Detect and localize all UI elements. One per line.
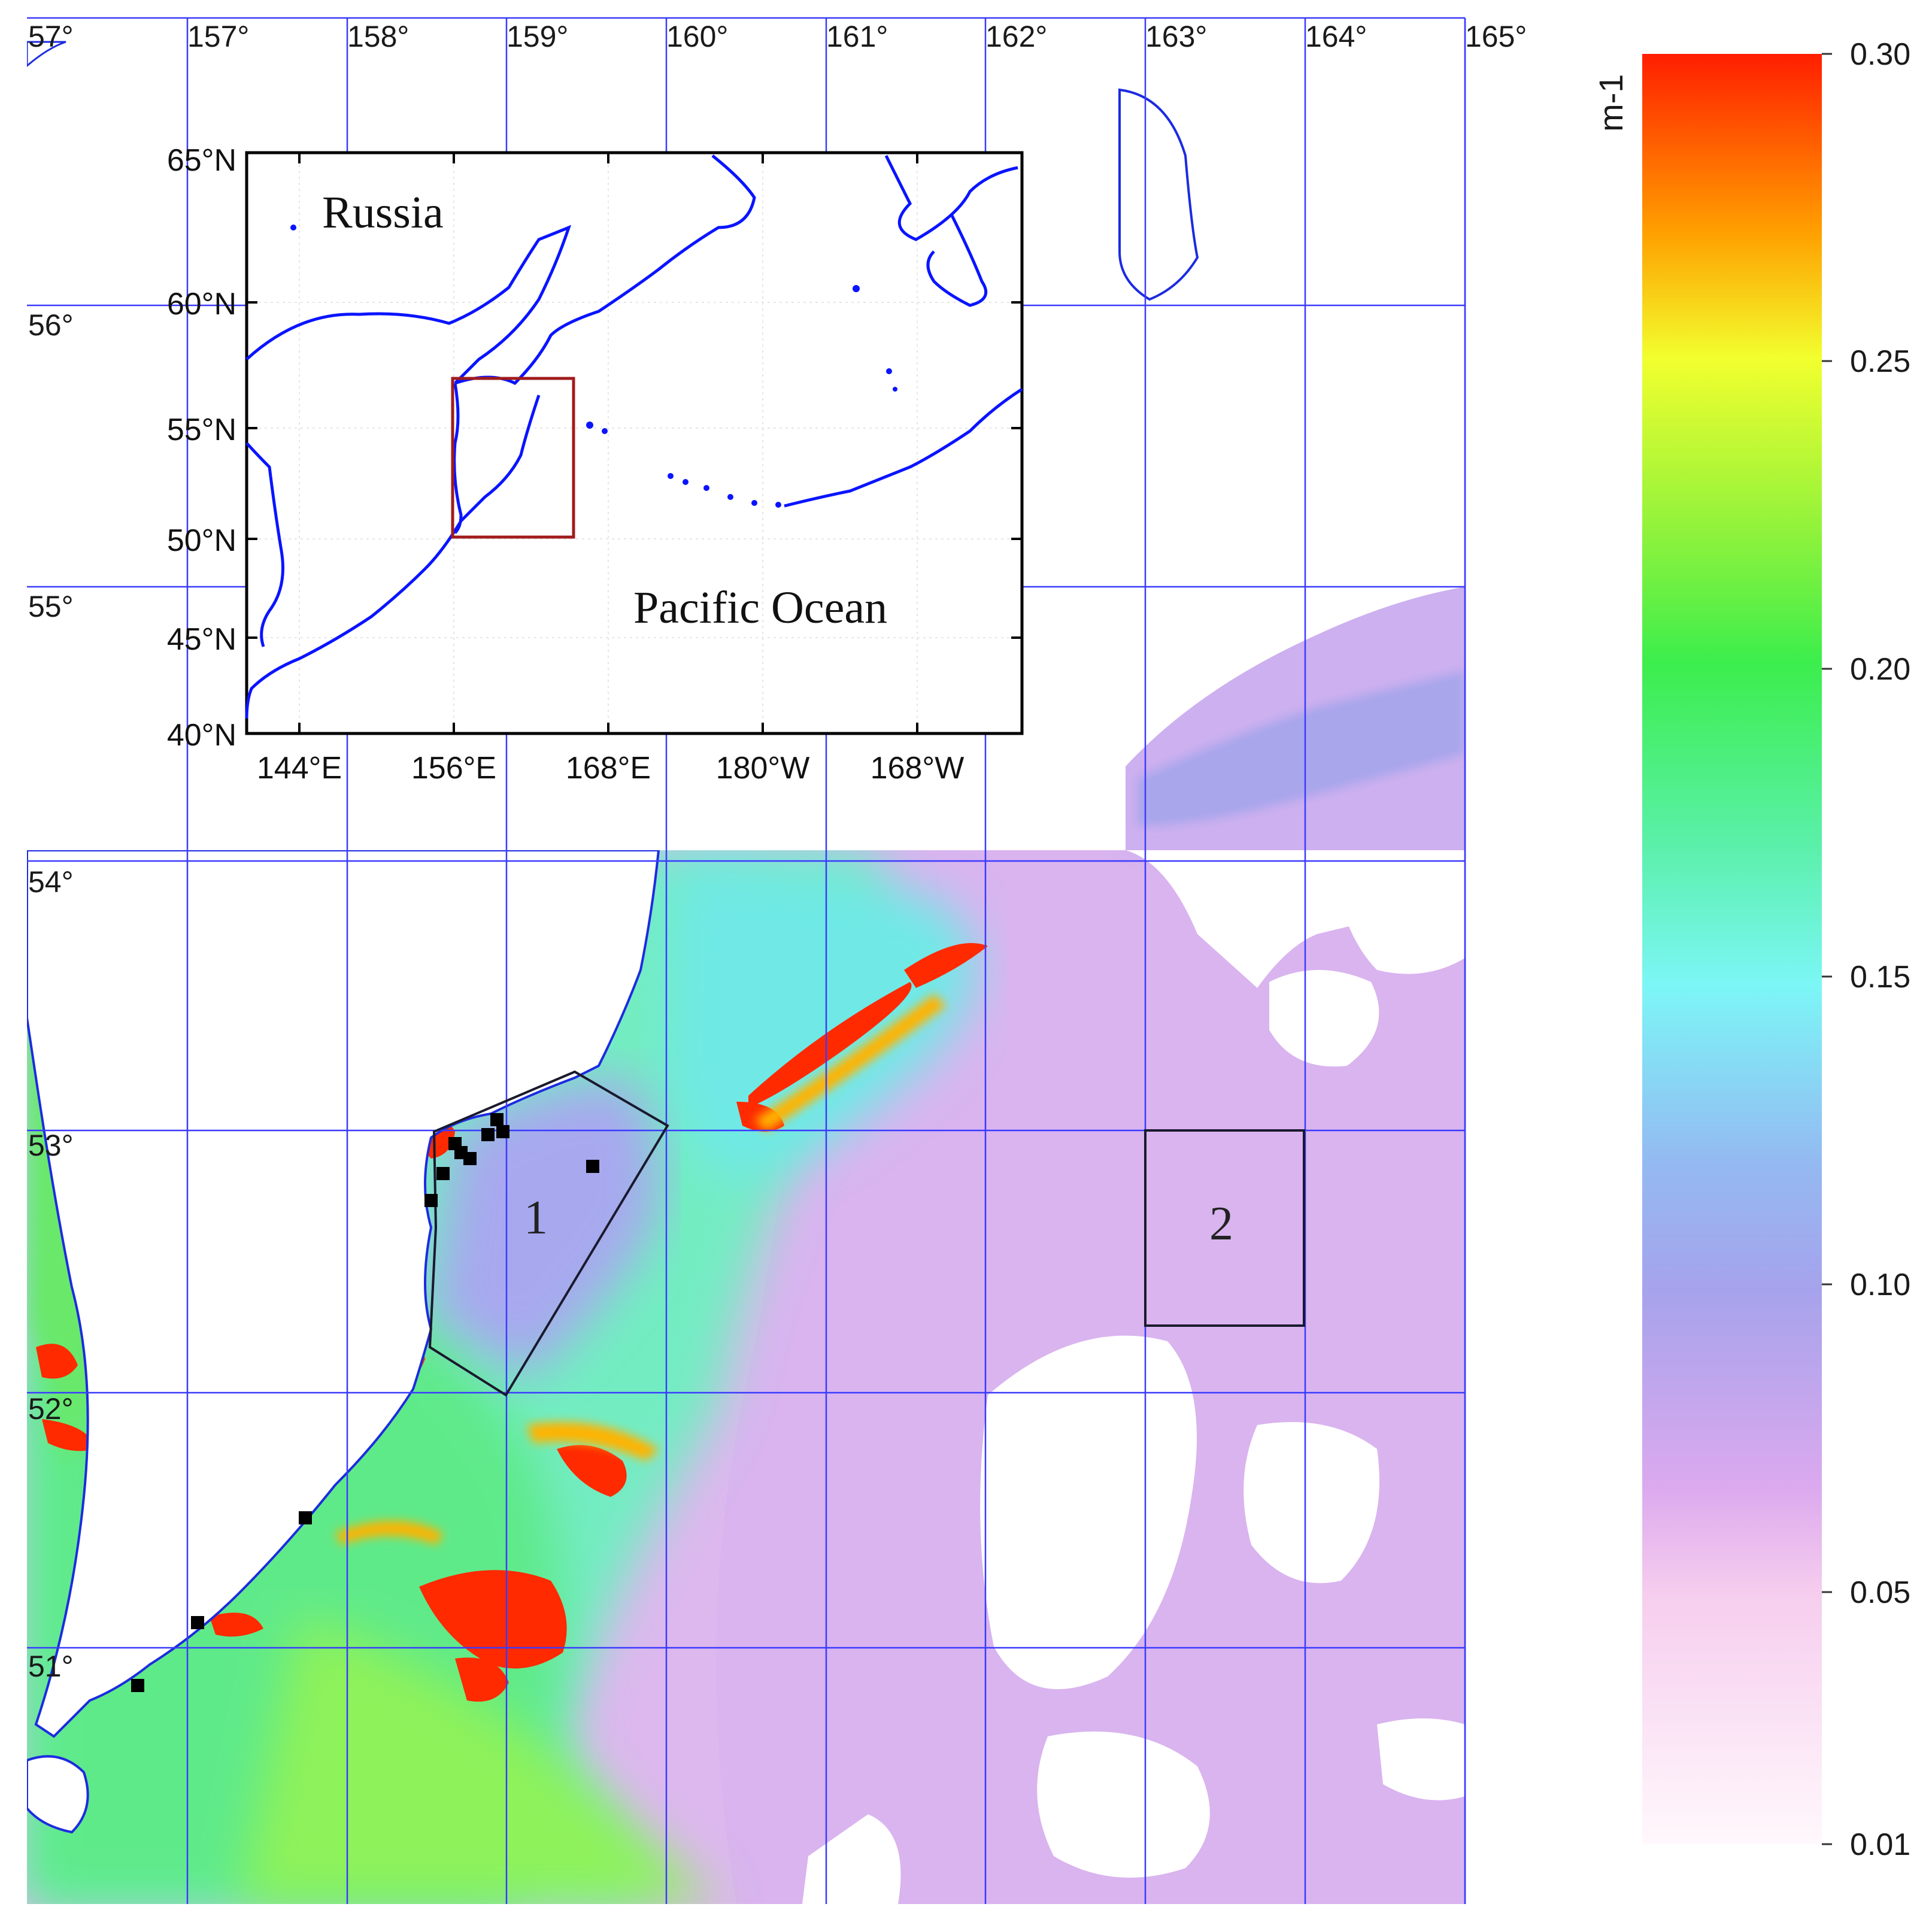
region-2-outline [1144,1129,1305,1327]
station-marker [191,1616,204,1629]
inset-lon-tick: 168°E [566,751,651,786]
lat-tick: 56° [28,308,74,342]
lon-tick: 162° [985,20,1047,53]
inset-place-pacific: Pacific Ocean [633,583,887,633]
colorbar: 0.30 0.25 0.20 0.15 0.10 0.05 0.01 m-1 [1592,37,1910,1862]
colorbar-tick: 0.10 [1850,1268,1910,1302]
station-marker [586,1160,599,1173]
inset-lon-tick: 168°W [871,751,965,786]
lat-tick: 54° [28,865,74,899]
colorbar-unit: m-1 [1592,74,1630,132]
colorbar-tick: 0.25 [1850,344,1910,379]
inset-islands [290,225,897,508]
lon-tick: 57° [28,20,74,53]
lon-tick: 158° [347,20,409,53]
inset-place-russia: Russia [322,187,444,238]
station-marker [463,1152,477,1165]
colorbar-ramp [1642,54,1822,1844]
region-1-outline [428,1070,669,1397]
lon-tick: 163° [1145,20,1207,53]
colorbar-tick: 0.15 [1850,960,1910,995]
kamchatka-land [27,849,660,1738]
colorbar-tick: 0.30 [1850,37,1910,72]
station-marker [131,1679,144,1692]
inset-lat-tick: 50°N [167,523,236,558]
station-marker [481,1128,495,1141]
inset-lat-tick: 45°N [167,622,236,657]
inset-map: Russia Pacific Ocean 65°N 60°N 55°N 50° [167,143,1024,786]
station-marker [490,1113,504,1126]
region-2-label: 2 [1209,1198,1233,1250]
inset-lat-tick: 60°N [167,287,236,322]
inset-lat-tick: 55°N [167,413,236,447]
lon-tick: 161° [826,20,888,53]
inset-lon-tick: 156°E [411,751,496,786]
lon-tick: 157° [187,20,249,53]
inset-lat-tick: 40°N [167,718,236,753]
lon-tick: 159° [506,20,568,53]
region-1-label: 1 [524,1192,548,1244]
colorbar-tick: 0.20 [1850,652,1910,687]
inset-lon-tick: 180°W [716,751,810,786]
station-marker [436,1167,450,1180]
commander-islands-coast [1118,88,1199,301]
colorbar-tick: 0.01 [1850,1827,1910,1862]
lat-tick: 53° [28,1129,74,1162]
lat-tick-labels: 56° 55° 54° 53° 52° 51° [28,308,74,1683]
lon-tick: 165° [1465,20,1527,53]
colorbar-tick: 0.05 [1850,1575,1910,1610]
lon-tick: 164° [1305,20,1367,53]
lat-tick: 55° [28,590,74,623]
no-data-patches [802,850,1465,1904]
station-markers [131,1113,599,1692]
lat-tick: 52° [28,1392,74,1426]
lat-tick: 51° [28,1650,74,1683]
satellite-field [27,18,1465,1904]
station-marker [496,1125,509,1138]
station-marker [424,1194,438,1207]
orange-filaments [335,994,946,1545]
lon-tick-labels: 57° 157° 158° 159° 160° 161° 162° 163° 1… [28,20,1527,53]
lon-tick: 160° [666,20,728,53]
inset-lat-tick: 65°N [167,143,236,178]
station-marker [299,1511,312,1524]
inset-lon-tick: 144°E [257,751,342,786]
study-area-box [451,377,575,539]
